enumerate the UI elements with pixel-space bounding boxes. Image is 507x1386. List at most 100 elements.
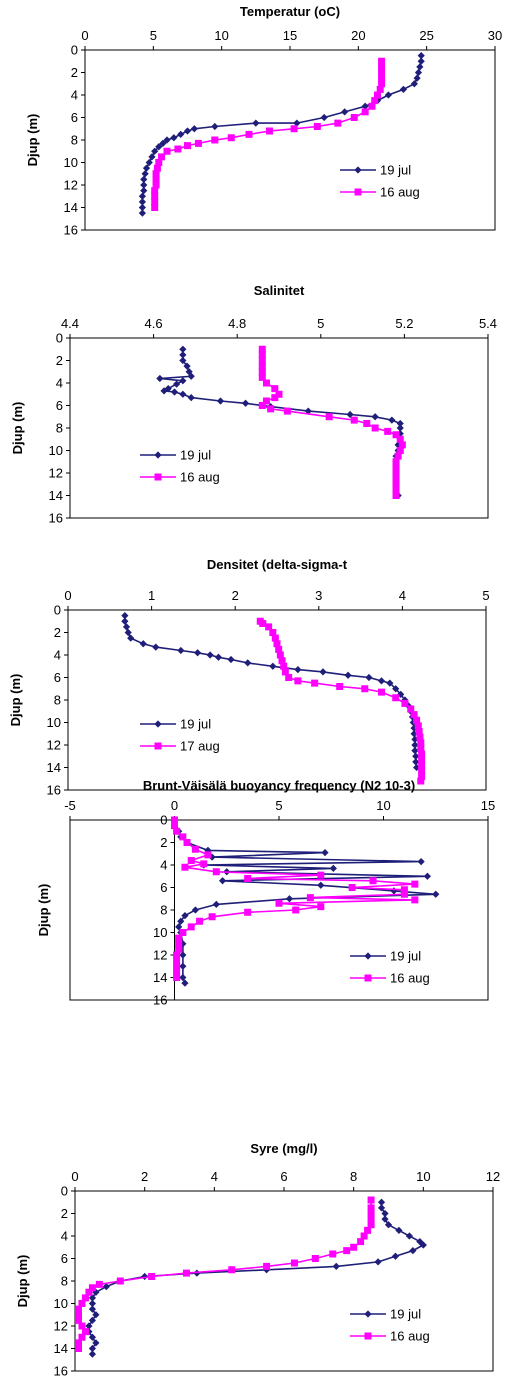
data-point xyxy=(187,394,195,402)
data-point xyxy=(367,1215,375,1223)
data-point xyxy=(417,777,425,785)
data-point xyxy=(258,357,266,364)
data-point xyxy=(154,742,162,750)
data-point xyxy=(138,192,146,200)
chart-title: Salinitet xyxy=(254,283,305,298)
data-point xyxy=(371,413,379,421)
data-point xyxy=(374,1258,382,1266)
data-point xyxy=(138,209,146,217)
data-point xyxy=(179,833,187,841)
data-point xyxy=(78,1300,86,1307)
data-point xyxy=(410,80,418,88)
data-point xyxy=(216,397,225,405)
data-point xyxy=(418,750,426,758)
data-point xyxy=(364,974,372,982)
x-tick-label: 6 xyxy=(280,1169,287,1184)
legend-entry: 19 jul xyxy=(350,949,421,964)
data-point xyxy=(193,649,202,657)
data-point xyxy=(116,1277,124,1285)
data-point xyxy=(179,929,187,936)
data-point xyxy=(354,166,362,174)
data-point xyxy=(350,114,358,121)
data-point xyxy=(414,68,423,77)
x-tick-label: 20 xyxy=(351,28,365,43)
x-tick-label: 12 xyxy=(486,1169,500,1184)
legend-label: 16 aug xyxy=(390,1329,430,1344)
data-point xyxy=(378,69,386,76)
data-point xyxy=(416,1238,424,1246)
data-point xyxy=(417,739,425,747)
data-point xyxy=(275,899,283,907)
y-tick-label: 0 xyxy=(56,331,63,346)
x-tick-label: 0 xyxy=(81,28,88,43)
data-point xyxy=(391,1252,400,1260)
x-tick-label: 5.4 xyxy=(479,316,497,331)
y-tick-label: 2 xyxy=(71,65,78,80)
data-point xyxy=(88,1299,97,1308)
legend-label: 16 aug xyxy=(390,971,430,986)
legend-label: 19 jul xyxy=(380,163,411,178)
data-point xyxy=(381,1209,389,1218)
data-point xyxy=(371,97,379,105)
data-point xyxy=(252,119,260,127)
data-point xyxy=(81,1294,89,1302)
y-tick-label: 14 xyxy=(49,488,63,503)
data-point xyxy=(208,913,216,921)
y-tick-label: 12 xyxy=(153,948,167,963)
data-point xyxy=(367,1196,375,1204)
data-point xyxy=(88,1316,97,1324)
data-point xyxy=(214,653,223,661)
data-point xyxy=(360,1232,368,1240)
data-point xyxy=(140,175,148,183)
legend-label: 19 jul xyxy=(390,949,421,964)
chart-title: Syre (mg/l) xyxy=(250,1141,317,1156)
x-tick-label: 5 xyxy=(275,798,282,813)
data-point xyxy=(294,677,302,685)
y-tick-label: 10 xyxy=(54,1296,68,1311)
y-tick-label: 0 xyxy=(61,1184,68,1199)
data-point xyxy=(211,122,219,131)
x-tick-label: 3 xyxy=(315,588,322,603)
data-point xyxy=(258,362,266,370)
y-tick-label: 4 xyxy=(54,648,61,663)
data-point xyxy=(416,63,424,71)
data-point xyxy=(311,1255,319,1262)
data-point xyxy=(181,863,189,871)
data-point xyxy=(182,1269,190,1277)
data-point xyxy=(411,896,419,904)
data-point xyxy=(175,934,183,942)
data-point xyxy=(206,651,214,659)
series-2 xyxy=(171,816,419,981)
data-point xyxy=(173,968,181,976)
data-point xyxy=(244,875,252,882)
data-point xyxy=(145,158,153,167)
data-point xyxy=(244,659,252,667)
x-tick-label: 0 xyxy=(171,798,178,813)
data-point xyxy=(364,1332,372,1340)
data-point xyxy=(354,188,362,196)
data-point xyxy=(278,657,286,665)
data-point xyxy=(290,1259,298,1267)
data-point xyxy=(88,1294,97,1302)
y-tick-label: 14 xyxy=(47,760,61,775)
data-point xyxy=(204,851,212,859)
data-point xyxy=(388,416,396,424)
data-point xyxy=(88,1305,97,1313)
data-point xyxy=(95,1280,103,1288)
data-point xyxy=(325,413,333,421)
data-point xyxy=(346,410,354,419)
data-point xyxy=(368,102,376,110)
series-2 xyxy=(151,57,386,211)
legend-entry: 16 aug xyxy=(350,1329,430,1344)
data-point xyxy=(348,884,356,891)
data-point xyxy=(151,198,159,206)
data-point xyxy=(74,1345,82,1352)
data-point xyxy=(411,741,419,749)
y-tick-label: 0 xyxy=(71,43,78,58)
data-point xyxy=(386,679,394,687)
y-tick-label: 6 xyxy=(71,110,78,125)
y-tick-label: 10 xyxy=(49,443,63,458)
data-point xyxy=(361,108,369,116)
y-axis-label: Djup (m) xyxy=(25,114,40,167)
x-tick-label: 4.4 xyxy=(61,316,79,331)
